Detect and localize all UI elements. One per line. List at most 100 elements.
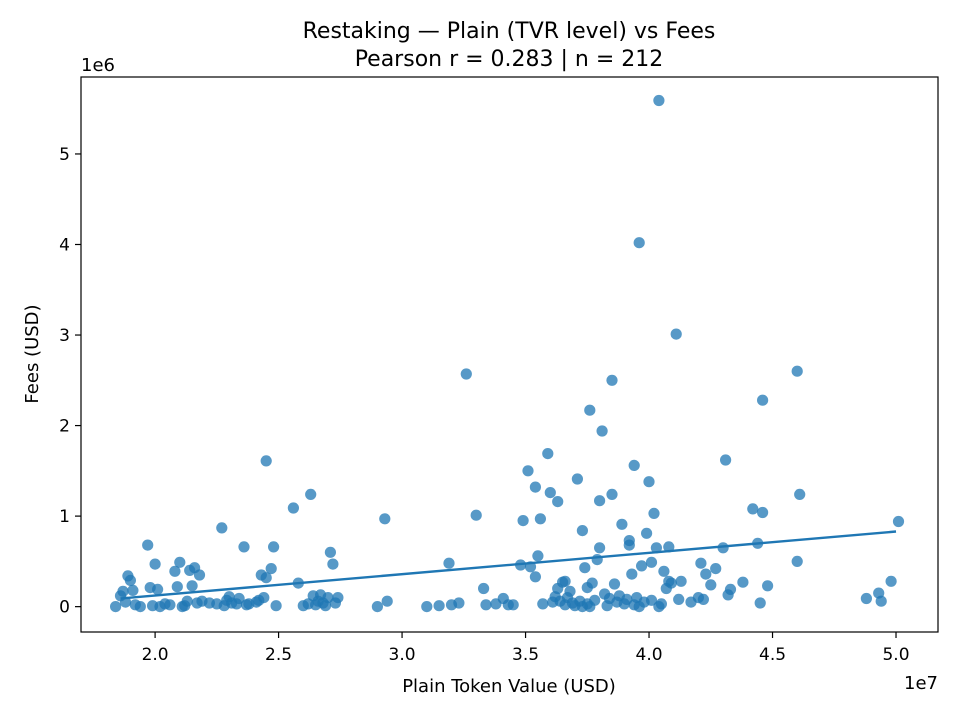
scatter-point xyxy=(542,448,554,460)
x-tick-label: 4.0 xyxy=(636,645,663,665)
scatter-point xyxy=(892,515,905,528)
scatter-point xyxy=(216,522,228,534)
trend-line xyxy=(120,530,897,600)
scatter-point xyxy=(193,569,206,581)
scatter-point xyxy=(655,598,668,610)
scatter-point xyxy=(710,563,722,575)
scatter-point xyxy=(695,557,707,569)
scatter-point xyxy=(589,594,601,606)
scatter-point xyxy=(860,592,873,605)
scatter-point xyxy=(559,575,571,587)
scatter-point xyxy=(564,585,576,597)
x-tick-label: 3.5 xyxy=(512,645,539,665)
scatter-point xyxy=(616,518,628,530)
scatter-point xyxy=(791,365,803,377)
x-tick-label: 2.0 xyxy=(142,645,169,665)
y-axis: 0 1 2 3 4 5 xyxy=(59,145,81,618)
scatter-point xyxy=(594,542,606,554)
scatter-point xyxy=(757,394,769,406)
scatter-point xyxy=(641,527,653,539)
scatter-point xyxy=(636,560,648,572)
scatter-point xyxy=(591,554,603,566)
scatter-point xyxy=(628,459,640,471)
points-layer xyxy=(110,94,905,613)
scatter-point xyxy=(594,495,606,507)
scatter-point xyxy=(665,577,677,589)
trend-layer xyxy=(120,530,897,600)
x-tick-label: 5.0 xyxy=(882,645,909,665)
plot-frame xyxy=(80,76,939,633)
scatter-point xyxy=(700,568,712,580)
scatter-point xyxy=(673,593,685,606)
scatter-point xyxy=(608,578,621,590)
scatter-point xyxy=(134,601,146,613)
scatter-point xyxy=(127,584,139,597)
chart-subtitle: Pearson r = 0.283 | n = 212 xyxy=(355,47,664,72)
scatter-point xyxy=(233,592,245,605)
scatter-point xyxy=(507,599,519,611)
scatter-point xyxy=(181,595,193,607)
scatter-point xyxy=(645,594,658,606)
scatter-point xyxy=(537,598,549,610)
scatter-point xyxy=(724,583,737,596)
scatter-point xyxy=(650,542,663,554)
scatter-point xyxy=(433,600,445,612)
scatter-point xyxy=(754,597,766,609)
scatter-point xyxy=(186,580,198,592)
scatter-point xyxy=(552,496,564,508)
scatter-point xyxy=(270,600,282,612)
scatter-point xyxy=(571,473,584,485)
scatter-point xyxy=(211,598,223,610)
scatter-point xyxy=(238,541,250,553)
scatter-point xyxy=(885,575,897,587)
scatter-point xyxy=(445,599,458,611)
y-tick-label: 4 xyxy=(59,235,70,255)
scatter-point xyxy=(381,595,393,607)
scatter-point xyxy=(478,582,490,595)
scatter-point xyxy=(110,601,122,613)
scatter-point xyxy=(171,581,183,593)
scatter-point xyxy=(653,94,665,107)
scatter-point xyxy=(544,487,556,499)
scatter-point xyxy=(260,455,272,467)
scatter-point xyxy=(164,599,176,611)
scatter-point xyxy=(626,568,638,580)
chart-title: Restaking — Plain (TVR level) vs Fees xyxy=(303,19,716,44)
scatter-point xyxy=(584,404,596,416)
scatter-point xyxy=(324,546,336,558)
scatter-point xyxy=(142,539,154,551)
scatter-point xyxy=(720,454,732,466)
scatter-point xyxy=(534,513,547,525)
scatter-point xyxy=(332,592,344,604)
scatter-point xyxy=(169,565,181,577)
scatter-point xyxy=(124,574,136,587)
scatter-point xyxy=(645,556,658,568)
scatter-point xyxy=(152,583,164,596)
scatter-point xyxy=(532,550,544,562)
scatter-point xyxy=(265,563,277,575)
scatter-point xyxy=(460,368,472,380)
scatter-point xyxy=(648,507,660,519)
scatter-point xyxy=(421,601,433,613)
scatter-point xyxy=(875,595,887,607)
scatter-point xyxy=(576,525,589,537)
scatter-point xyxy=(596,425,608,437)
scatter-point xyxy=(305,488,317,500)
y-axis-offset-label: 1e6 xyxy=(81,55,115,76)
scatter-point xyxy=(522,465,534,477)
scatter-point xyxy=(762,580,774,592)
scatter-point xyxy=(791,555,803,568)
scatter-point xyxy=(517,515,529,527)
y-tick-label: 2 xyxy=(59,417,70,437)
y-axis-label: Fees (USD) xyxy=(22,304,43,403)
scatter-point xyxy=(586,577,598,589)
x-axis: 2.0 2.5 3.0 3.5 4.0 4.5 5.0 xyxy=(142,632,910,665)
scatter-point xyxy=(606,374,618,386)
scatter-point xyxy=(658,565,670,577)
scatter-point xyxy=(268,541,280,553)
scatter-point xyxy=(470,509,482,521)
x-axis-label: Plain Token Value (USD) xyxy=(402,676,616,697)
scatter-point xyxy=(174,556,186,568)
scatter-point xyxy=(287,502,299,514)
